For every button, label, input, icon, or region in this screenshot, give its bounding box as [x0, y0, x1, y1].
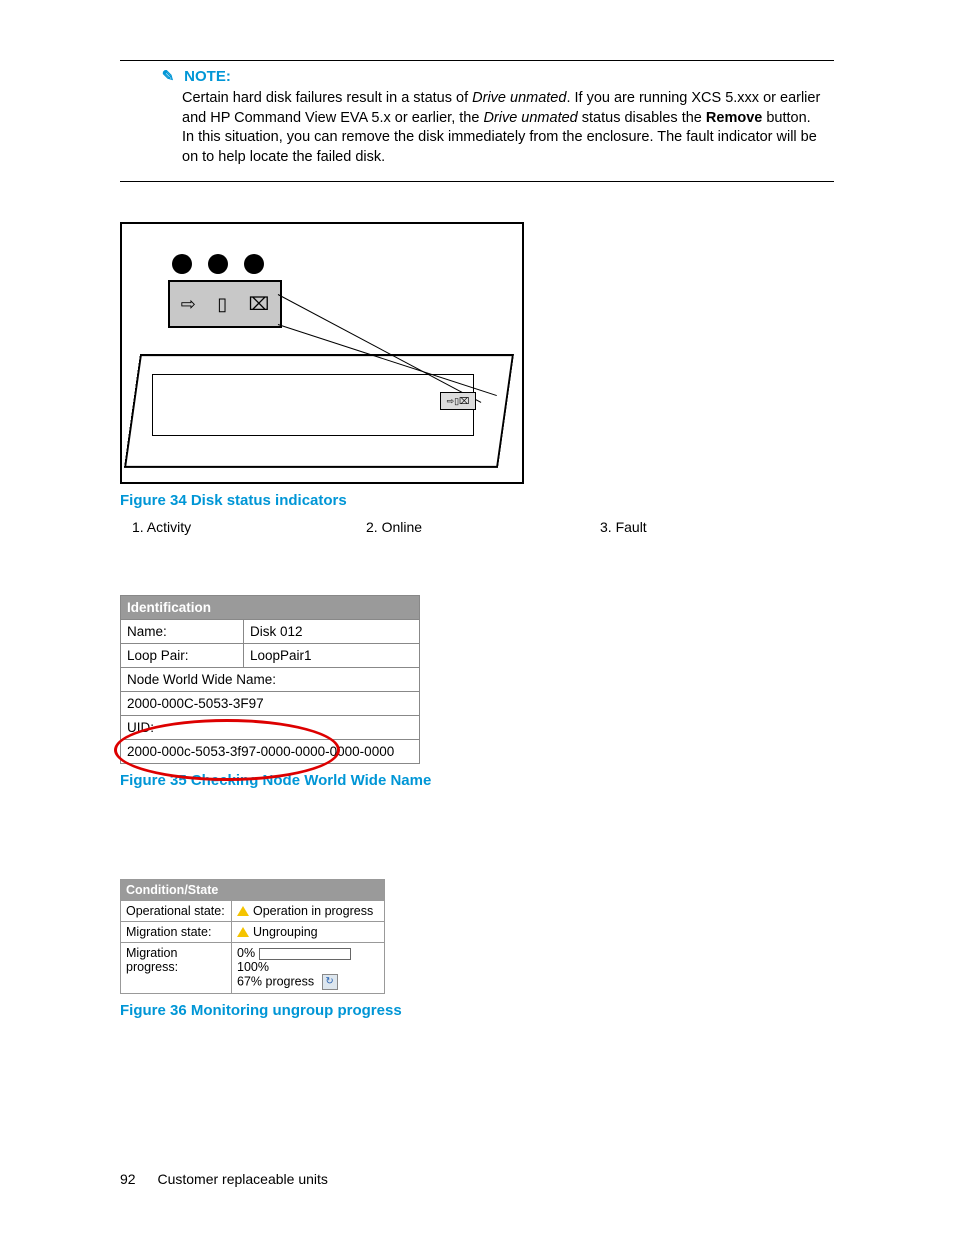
- figure-34: ⇨ ▯ ⌧ ⇨▯⌧ Figure 34 Disk status indicato…: [120, 222, 834, 535]
- page-footer: 92 Customer replaceable units: [120, 1171, 328, 1187]
- prog-text: 67% progress: [237, 975, 314, 989]
- legend-activity: 1. Activity: [132, 519, 366, 535]
- id-name-label: Name:: [121, 620, 244, 644]
- legend-online: 2. Online: [366, 519, 600, 535]
- cs-header: Condition/State: [121, 880, 385, 901]
- cs-mig-value: Ungrouping: [232, 922, 385, 943]
- section-title: Customer replaceable units: [157, 1171, 327, 1187]
- figure-34-legend: 1. Activity 2. Online 3. Fault: [120, 519, 834, 535]
- cs-mig-label: Migration state:: [121, 922, 232, 943]
- note-icon: ✎: [160, 67, 176, 85]
- legend-fault: 3. Fault: [600, 519, 834, 535]
- identification-table: Identification Name: Disk 012 Loop Pair:…: [120, 595, 420, 764]
- cs-op-value: Operation in progress: [232, 901, 385, 922]
- progress-bar: [259, 948, 351, 960]
- id-header: Identification: [121, 596, 420, 620]
- warning-icon: [237, 906, 249, 916]
- note-block: ✎ NOTE: Certain hard disk failures resul…: [120, 60, 834, 182]
- prog-right: 100%: [237, 960, 269, 974]
- cs-op-label: Operational state:: [121, 901, 232, 922]
- indicator-panel: ⇨ ▯ ⌧: [168, 280, 282, 328]
- online-icon: ▯: [217, 294, 227, 315]
- cs-op-text: Operation in progress: [253, 904, 373, 918]
- id-loop-value: LoopPair1: [244, 644, 420, 668]
- fault-icon: ⌧: [249, 294, 270, 315]
- figure-36-caption: Figure 36 Monitoring ungroup progress: [120, 1002, 834, 1019]
- disk-tray: [152, 374, 474, 436]
- figure-35: Identification Name: Disk 012 Loop Pair:…: [120, 595, 834, 789]
- figure-35-caption: Figure 35 Checking Node World Wide Name: [120, 772, 834, 789]
- callout-dot-3: [244, 254, 264, 274]
- activity-icon: ⇨: [181, 294, 196, 315]
- id-nwwn-value: 2000-000C-5053-3F97: [121, 692, 420, 716]
- figure-36: Condition/State Operational state: Opera…: [120, 879, 834, 1019]
- prog-left: 0%: [237, 946, 255, 960]
- id-nwwn-label: Node World Wide Name:: [121, 668, 420, 692]
- note-header: ✎ NOTE:: [120, 67, 834, 85]
- callout-dot-1: [172, 254, 192, 274]
- id-loop-label: Loop Pair:: [121, 644, 244, 668]
- id-uid-value: 2000-000c-5053-3f97-0000-0000-0000-0000: [121, 740, 420, 764]
- condition-state-table: Condition/State Operational state: Opera…: [120, 879, 385, 994]
- refresh-icon[interactable]: ↻: [322, 974, 338, 990]
- cs-prog-cell: 0% 100% 67% progress ↻: [232, 943, 385, 994]
- page-number: 92: [120, 1171, 136, 1187]
- warning-icon: [237, 927, 249, 937]
- id-name-value: Disk 012: [244, 620, 420, 644]
- disk-indicator-inset: ⇨▯⌧: [440, 392, 476, 410]
- disk-diagram: ⇨ ▯ ⌧ ⇨▯⌧: [120, 222, 524, 484]
- cs-mig-text: Ungrouping: [253, 925, 318, 939]
- cs-prog-label: Migration progress:: [121, 943, 232, 994]
- note-body: Certain hard disk failures result in a s…: [120, 89, 834, 167]
- figure-34-caption: Figure 34 Disk status indicators: [120, 492, 834, 509]
- id-uid-label: UID:: [121, 716, 420, 740]
- note-label: NOTE:: [184, 68, 231, 85]
- callout-dot-2: [208, 254, 228, 274]
- page: ✎ NOTE: Certain hard disk failures resul…: [0, 0, 954, 1235]
